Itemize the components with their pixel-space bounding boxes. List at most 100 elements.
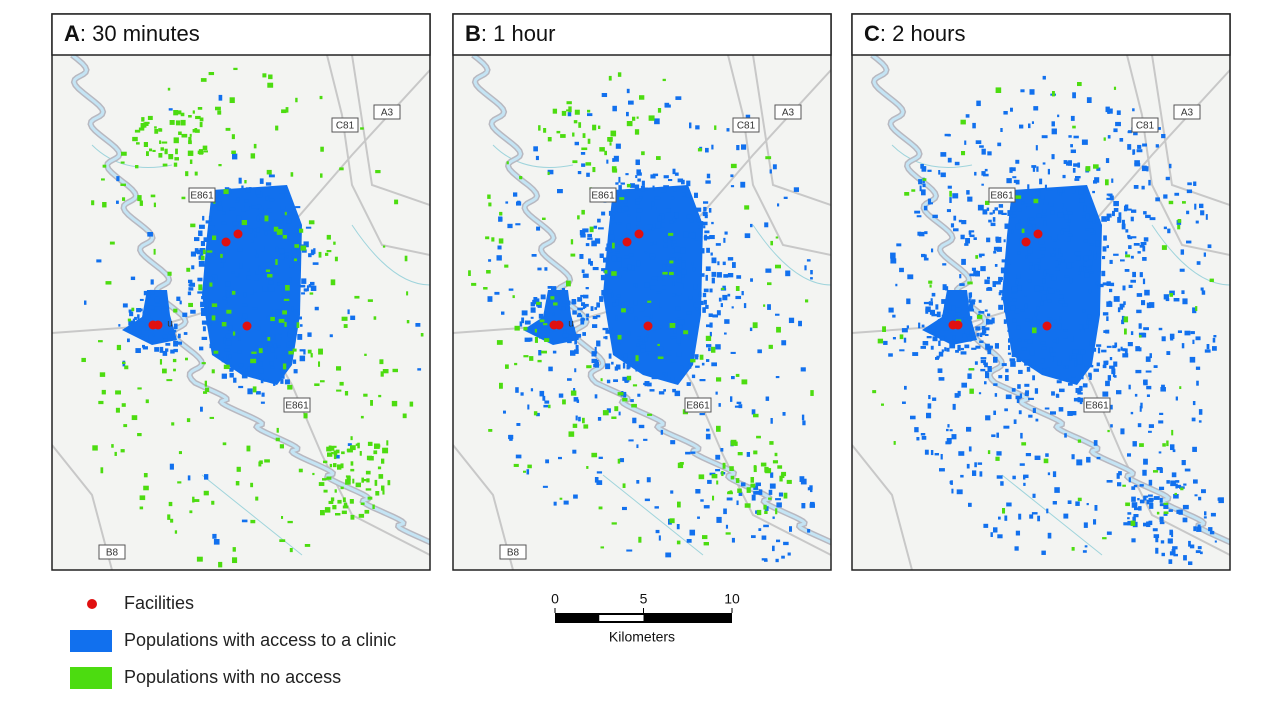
population-pixel (764, 510, 768, 514)
population-pixel (544, 338, 550, 342)
population-pixel (949, 197, 952, 203)
population-pixel (980, 359, 987, 364)
population-pixel (98, 400, 104, 405)
population-pixel (966, 306, 969, 309)
population-pixel (333, 241, 336, 245)
population-pixel (924, 231, 928, 235)
population-pixel (661, 222, 665, 228)
population-pixel (896, 243, 902, 247)
population-pixel (1070, 144, 1073, 148)
population-pixel (931, 248, 934, 253)
population-pixel (969, 388, 974, 394)
population-pixel (222, 296, 227, 300)
population-pixel (810, 501, 815, 505)
population-pixel (286, 256, 289, 259)
population-pixel (681, 283, 684, 290)
population-pixel (350, 436, 353, 441)
population-pixel (936, 355, 940, 359)
population-pixel (1052, 239, 1057, 242)
legend-label: Populations with no access (124, 667, 341, 687)
population-pixel (615, 299, 619, 306)
population-pixel (656, 156, 661, 160)
population-pixel (1138, 506, 1142, 511)
population-pixel (597, 417, 602, 421)
population-pixel (275, 259, 278, 265)
population-pixel (1131, 496, 1136, 502)
population-pixel (635, 365, 638, 372)
population-pixel (1127, 520, 1132, 526)
population-pixel (694, 356, 699, 360)
population-pixel (1153, 470, 1159, 473)
population-pixel (726, 497, 733, 501)
population-pixel (968, 231, 972, 235)
population-pixel (669, 260, 674, 264)
population-pixel (1131, 538, 1136, 543)
population-pixel (781, 340, 787, 346)
population-pixel (245, 368, 250, 372)
population-pixel (760, 462, 767, 467)
population-pixel (631, 403, 637, 408)
population-pixel (1128, 284, 1133, 288)
population-pixel (200, 255, 205, 261)
population-pixel (381, 458, 385, 464)
population-pixel (406, 291, 409, 296)
population-pixel (273, 380, 276, 386)
population-pixel (1209, 278, 1214, 283)
population-pixel (1159, 486, 1165, 491)
population-pixel (1059, 192, 1062, 197)
population-pixel (1004, 515, 1008, 521)
population-pixel (377, 466, 382, 470)
population-pixel (574, 339, 577, 345)
population-pixel (902, 401, 906, 404)
population-pixel (226, 309, 232, 314)
population-pixel (255, 271, 260, 275)
population-pixel (1051, 154, 1055, 160)
population-pixel (700, 248, 705, 254)
population-pixel (1062, 210, 1068, 215)
population-pixel (1149, 353, 1152, 359)
population-pixel (611, 255, 617, 262)
population-pixel (1064, 214, 1069, 220)
population-pixel (1140, 402, 1143, 409)
population-pixel (1102, 256, 1106, 260)
population-pixel (697, 308, 700, 314)
population-pixel (143, 142, 149, 147)
population-pixel (218, 94, 223, 101)
population-pixel (1195, 220, 1199, 224)
population-pixel (619, 197, 625, 200)
population-pixel (542, 319, 548, 324)
population-pixel (763, 304, 766, 307)
population-pixel (254, 234, 257, 238)
population-pixel (233, 350, 238, 353)
population-pixel (168, 501, 173, 507)
population-pixel (689, 219, 694, 223)
population-pixel (1153, 496, 1160, 500)
population-pixel (617, 72, 622, 77)
population-pixel (938, 170, 941, 175)
population-pixel (966, 463, 970, 469)
population-pixel (671, 266, 677, 272)
population-pixel (1174, 492, 1177, 496)
population-pixel (204, 303, 209, 310)
population-pixel (382, 245, 386, 248)
population-pixel (1029, 349, 1035, 356)
population-pixel (218, 561, 223, 568)
population-pixel (1057, 323, 1062, 330)
population-pixel (637, 336, 641, 340)
population-pixel (650, 285, 656, 290)
population-pixel (278, 332, 282, 335)
population-pixel (969, 328, 974, 334)
population-pixel (567, 339, 572, 344)
population-pixel (926, 336, 932, 339)
population-pixel (749, 327, 753, 332)
population-pixel (1052, 91, 1055, 97)
population-pixel (1010, 214, 1017, 218)
population-pixel (705, 335, 712, 341)
population-pixel (573, 494, 578, 499)
population-pixel (1112, 371, 1116, 378)
population-pixel (596, 480, 603, 485)
population-pixel (252, 386, 257, 393)
population-pixel (358, 513, 365, 518)
population-pixel (1173, 494, 1179, 499)
population-pixel (188, 136, 192, 143)
